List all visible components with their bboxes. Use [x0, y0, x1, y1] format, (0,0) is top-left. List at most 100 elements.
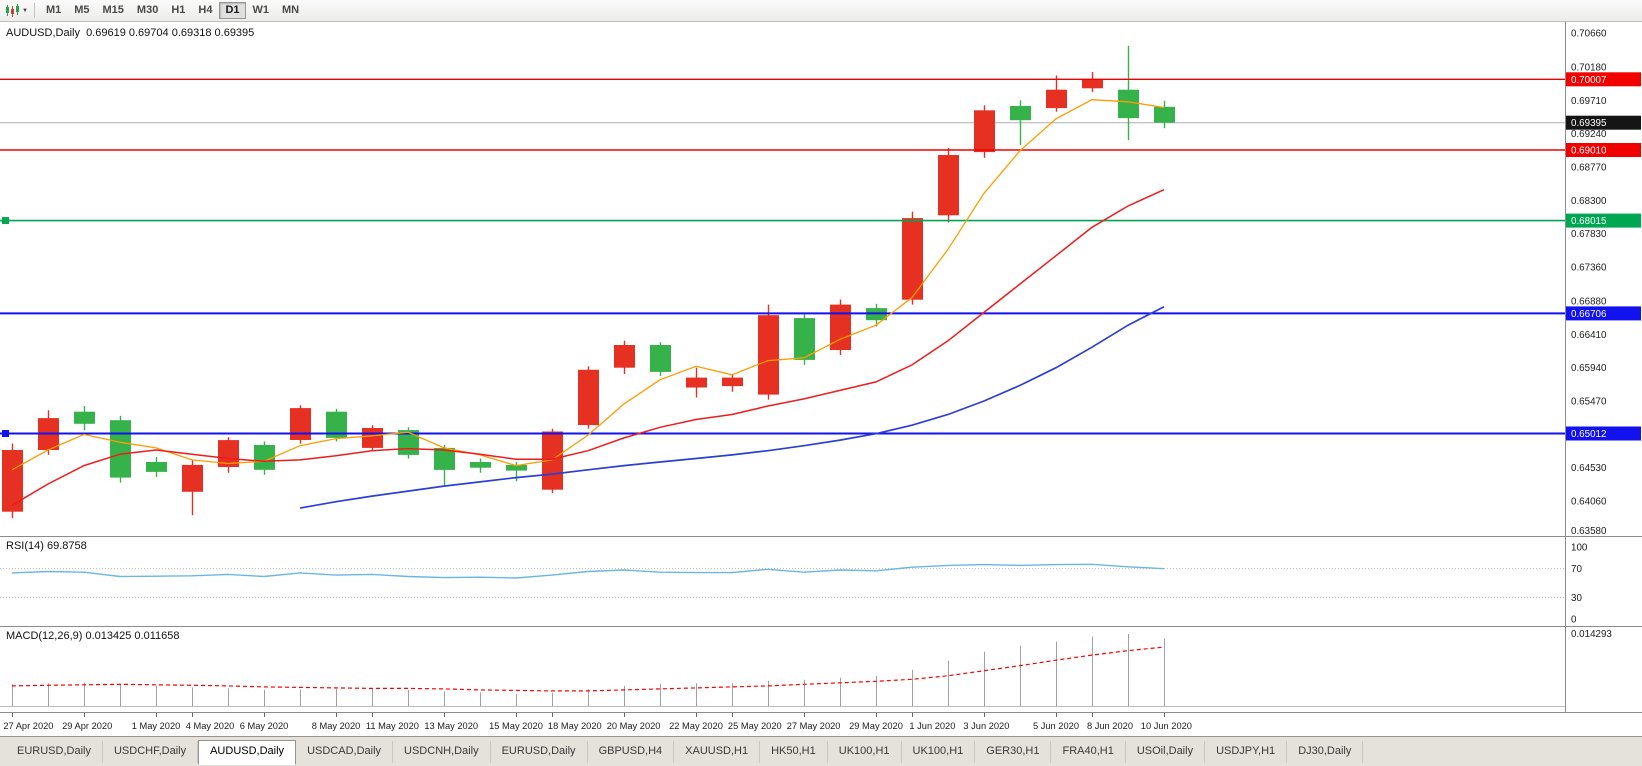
chart-tab-ger30-h1[interactable]: GER30,H1 [975, 741, 1052, 763]
price-axis-label: 0.65940 [1571, 363, 1607, 374]
line-marker[interactable] [2, 217, 9, 225]
price-axis-label: 0.68300 [1571, 196, 1607, 207]
price-badge-0.65012: 0.65012 [1566, 426, 1641, 441]
date-axis[interactable]: 27 Apr 2020 29 Apr 2020 1 May 2020 4 May 20… [0, 712, 1642, 736]
date-axis-label: 18 May 2020 [548, 721, 602, 731]
chart-tab-dj30-daily[interactable]: DJ30,Daily [1287, 741, 1364, 763]
rsi-line [11, 563, 1165, 579]
toolbar: ▼ M1 M5 M15 M30 H1 H4 D1 W1 MN [0, 0, 1642, 22]
rsi-axis-label: 100 [1571, 543, 1588, 554]
chart-tab-gbpusd-h4[interactable]: GBPUSD,H4 [588, 741, 675, 763]
date-axis-label: 20 May 2020 [607, 721, 661, 731]
timeframe-button-m15[interactable]: M15 [102, 4, 124, 16]
chevron-down-icon[interactable]: ▼ [22, 7, 28, 14]
chart-tab-eurusd-daily[interactable]: EURUSD,Daily [6, 741, 103, 763]
date-axis-label: 8 Jun 2020 [1087, 721, 1133, 731]
price-chart-pane[interactable]: 0.70660 0.70180 0.69710 0.69240 0.68770 0.683… [0, 22, 1642, 536]
rsi-label: RSI(14) 69.8758 [6, 540, 87, 552]
rsi-axis-label: 0 [1571, 615, 1577, 626]
date-axis-label: 11 May 2020 [366, 721, 419, 731]
price-axis-label: 0.67830 [1571, 229, 1607, 240]
chart-tab-usdcnh-daily[interactable]: USDCNH,Daily [393, 741, 491, 763]
timeframe-buttons: M1 M5 M15 M30 H1 H4 D1 W1 MN [40, 2, 305, 19]
chart-tab-uk100-h1[interactable]: UK100,H1 [828, 741, 902, 763]
date-axis-label: 22 May 2020 [669, 721, 723, 731]
chart-ohlc-label: AUDUSD,Daily 0.69619 0.69704 0.69318 0.6… [6, 27, 255, 39]
ma-slow-line [299, 305, 1165, 509]
chart-tab-usdcad-daily[interactable]: USDCAD,Daily [296, 741, 394, 763]
rsi-indicator-pane[interactable]: 100 70 30 0 [0, 536, 1642, 626]
chart-tab-xauusd-h1[interactable]: XAUUSD,H1 [674, 741, 761, 763]
svg-text:0.69010: 0.69010 [1571, 146, 1607, 157]
timeframe-button-mn[interactable]: MN [282, 4, 300, 16]
date-axis-label: 5 Jun 2020 [1033, 721, 1079, 731]
chart-tab-hk50-h1[interactable]: HK50,H1 [760, 741, 828, 763]
timeframe-button-d1[interactable]: D1 [219, 2, 246, 19]
price-badge-0.66706: 0.66706 [1566, 306, 1641, 321]
chart-tab-fra40-h1[interactable]: FRA40,H1 [1051, 741, 1126, 763]
chart-tab-usdjpy-h1[interactable]: USDJPY,H1 [1205, 741, 1288, 763]
price-badge-0.69010: 0.69010 [1566, 143, 1641, 157]
chart-tab-uk100-h1[interactable]: UK100,H1 [902, 741, 976, 763]
price-axis-label: 0.69710 [1571, 96, 1607, 107]
macd-indicator-pane[interactable]: 0.014293 [0, 626, 1642, 712]
chart-tab-eurusd-daily[interactable]: EURUSD,Daily [491, 741, 588, 763]
timeframe-button-m1[interactable]: M1 [45, 4, 62, 16]
rsi-axis-label: 30 [1571, 593, 1582, 604]
price-axis-label: 0.67360 [1571, 263, 1607, 274]
date-axis-label: 10 Jun 2020 [1141, 721, 1192, 731]
date-axis-label: 1 Jun 2020 [909, 721, 955, 731]
price-axis-label: 0.64060 [1571, 497, 1607, 508]
price-axis-label: 0.68770 [1571, 163, 1607, 174]
candlestick-chart-icon[interactable] [4, 3, 22, 19]
timeframe-button-h1[interactable]: H1 [171, 4, 186, 16]
rsi-axis-label: 70 [1571, 564, 1582, 575]
price-axis-label: 0.64530 [1571, 463, 1607, 474]
price-axis-label: 0.69240 [1571, 129, 1607, 140]
price-axis-label: 0.70660 [1571, 29, 1607, 40]
date-axis-label: 27 Apr 2020 [3, 721, 53, 731]
timeframe-button-h4[interactable]: H4 [198, 4, 213, 16]
ma-mid-line [11, 189, 1165, 506]
date-axis-label: 1 May 2020 [132, 721, 181, 731]
macd-signal-line [11, 646, 1165, 692]
price-badge-0.70007: 0.70007 [1566, 72, 1641, 87]
date-axis-label: 29 Apr 2020 [62, 721, 112, 731]
date-axis-label: 8 May 2020 [312, 721, 361, 731]
price-axis-label: 0.66410 [1571, 330, 1607, 341]
svg-text:0.68015: 0.68015 [1571, 216, 1607, 227]
macd-axis-label: 0.014293 [1571, 629, 1612, 640]
price-axis-label: 0.63580 [1571, 526, 1607, 536]
chart-tab-usdchf-daily[interactable]: USDCHF,Daily [103, 741, 199, 763]
price-axis-label: 0.66880 [1571, 297, 1607, 308]
date-axis-label: 6 May 2020 [240, 721, 289, 731]
date-axis-label: 15 May 2020 [489, 721, 543, 731]
svg-text:0.70007: 0.70007 [1571, 75, 1606, 86]
chart-tabs-bar: EURUSD,Daily USDCHF,Daily AUDUSD,Daily USDC… [0, 736, 1642, 766]
macd-label: MACD(12,26,9) 0.013425 0.011658 [6, 630, 180, 642]
date-axis-label: 13 May 2020 [424, 721, 478, 731]
chart-tab-usoil-daily[interactable]: USOil,Daily [1126, 741, 1206, 763]
timeframe-button-w1[interactable]: W1 [252, 4, 270, 16]
date-axis-label: 27 May 2020 [787, 721, 841, 731]
price-axis-label: 0.70180 [1571, 63, 1607, 74]
line-marker[interactable] [2, 430, 9, 438]
toolbar-separator [33, 3, 35, 18]
candlesticks [2, 45, 1175, 519]
date-axis-label: 3 Jun 2020 [963, 721, 1009, 731]
price-badge-0.68015: 0.68015 [1566, 213, 1641, 228]
timeframe-button-m5[interactable]: M5 [74, 4, 90, 16]
ma-fast-line [11, 99, 1165, 471]
svg-text:0.66706: 0.66706 [1571, 309, 1607, 320]
macd-histogram [12, 634, 1165, 706]
date-axis-label: 4 May 2020 [186, 721, 235, 731]
svg-text:0.69395: 0.69395 [1571, 118, 1607, 129]
timeframe-button-m30[interactable]: M30 [136, 4, 159, 16]
price-axis-label: 0.65470 [1571, 397, 1607, 408]
price-badge-0.69395: 0.69395 [1566, 115, 1641, 130]
date-axis-label: 25 May 2020 [728, 721, 782, 731]
chart-tab-audusd-daily[interactable]: AUDUSD,Daily [198, 740, 297, 765]
date-axis-label: 29 May 2020 [849, 721, 903, 731]
svg-text:0.65012: 0.65012 [1571, 429, 1606, 440]
